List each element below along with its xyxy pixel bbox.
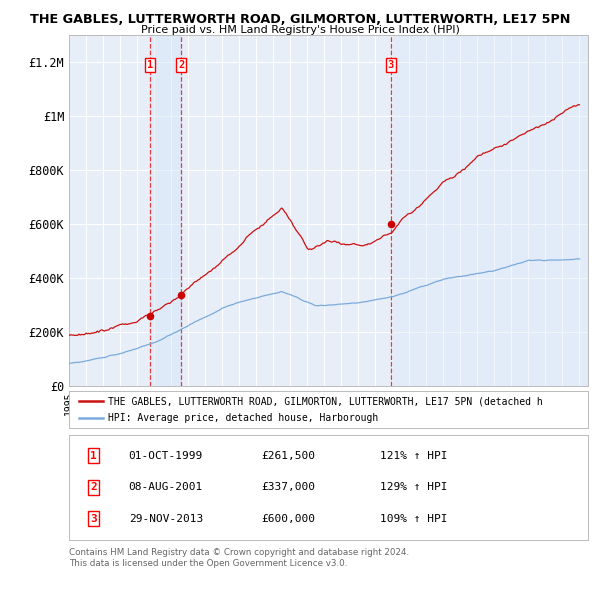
Bar xyxy=(391,35,588,386)
Bar xyxy=(150,35,181,386)
Text: £337,000: £337,000 xyxy=(261,483,315,492)
Text: 3: 3 xyxy=(388,60,394,70)
Text: 129% ↑ HPI: 129% ↑ HPI xyxy=(380,483,448,492)
Text: 1: 1 xyxy=(147,60,153,70)
Text: £261,500: £261,500 xyxy=(261,451,315,461)
Text: 08-AUG-2001: 08-AUG-2001 xyxy=(128,483,203,492)
Text: THE GABLES, LUTTERWORTH ROAD, GILMORTON, LUTTERWORTH, LE17 5PN (detached h: THE GABLES, LUTTERWORTH ROAD, GILMORTON,… xyxy=(108,396,542,406)
Text: Contains HM Land Registry data © Crown copyright and database right 2024.: Contains HM Land Registry data © Crown c… xyxy=(69,548,409,556)
Text: THE GABLES, LUTTERWORTH ROAD, GILMORTON, LUTTERWORTH, LE17 5PN: THE GABLES, LUTTERWORTH ROAD, GILMORTON,… xyxy=(30,13,570,26)
Text: 3: 3 xyxy=(90,514,97,524)
Text: 1: 1 xyxy=(90,451,97,461)
Text: 2: 2 xyxy=(178,60,184,70)
Text: This data is licensed under the Open Government Licence v3.0.: This data is licensed under the Open Gov… xyxy=(69,559,347,568)
Text: 29-NOV-2013: 29-NOV-2013 xyxy=(128,514,203,524)
Text: £600,000: £600,000 xyxy=(261,514,315,524)
Text: 109% ↑ HPI: 109% ↑ HPI xyxy=(380,514,448,524)
Text: 121% ↑ HPI: 121% ↑ HPI xyxy=(380,451,448,461)
Text: HPI: Average price, detached house, Harborough: HPI: Average price, detached house, Harb… xyxy=(108,413,378,423)
Text: Price paid vs. HM Land Registry's House Price Index (HPI): Price paid vs. HM Land Registry's House … xyxy=(140,25,460,35)
Text: 2: 2 xyxy=(90,483,97,492)
Text: 01-OCT-1999: 01-OCT-1999 xyxy=(128,451,203,461)
